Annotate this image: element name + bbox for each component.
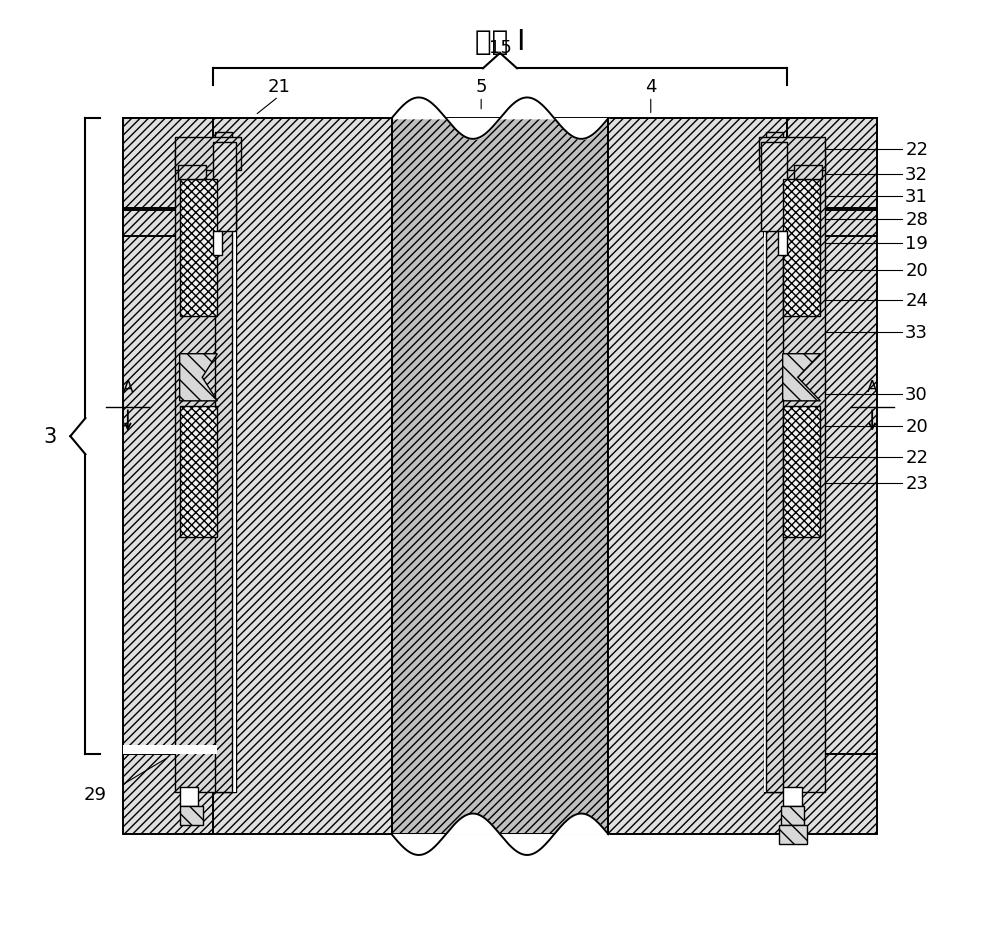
Text: 32: 32	[905, 165, 928, 183]
Bar	[781, 806, 804, 825]
Text: 20: 20	[905, 418, 928, 436]
Bar	[787, 754, 877, 834]
Bar	[764, 152, 783, 792]
Text: 3: 3	[43, 427, 56, 447]
Bar	[761, 143, 787, 232]
Text: A: A	[867, 379, 877, 395]
Bar	[180, 787, 198, 806]
Bar	[123, 119, 213, 209]
Bar	[794, 166, 822, 180]
Text: 4: 4	[645, 77, 657, 95]
Bar	[783, 180, 820, 316]
Bar	[783, 787, 802, 806]
Text: 21: 21	[267, 77, 290, 95]
Bar	[175, 152, 236, 792]
Bar	[787, 119, 877, 754]
Bar	[213, 143, 236, 232]
Bar	[608, 119, 787, 834]
Bar	[783, 406, 820, 538]
Bar	[213, 237, 224, 754]
Bar	[180, 180, 217, 316]
Text: 22: 22	[905, 449, 928, 467]
Polygon shape	[180, 354, 217, 401]
Bar	[764, 211, 877, 237]
Bar	[178, 166, 206, 180]
Bar	[180, 806, 203, 825]
Text: 19: 19	[905, 235, 928, 253]
Polygon shape	[783, 354, 820, 401]
Bar	[213, 119, 392, 834]
Text: 22: 22	[905, 141, 928, 160]
Bar	[764, 152, 825, 792]
Bar	[766, 133, 783, 792]
Text: 5: 5	[475, 77, 487, 95]
Text: A: A	[123, 379, 133, 395]
Text: 30: 30	[905, 386, 928, 404]
Bar	[392, 119, 608, 834]
Text: 33: 33	[905, 324, 928, 342]
Bar	[180, 406, 217, 538]
Text: 24: 24	[905, 292, 928, 310]
Text: 15: 15	[489, 40, 511, 58]
Bar	[175, 138, 241, 171]
Bar	[787, 119, 877, 209]
Bar	[123, 119, 213, 754]
Text: 20: 20	[905, 261, 928, 279]
Bar	[779, 825, 807, 844]
Bar	[123, 745, 217, 754]
Text: 组件 I: 组件 I	[475, 27, 525, 56]
Bar	[759, 138, 825, 171]
Text: 28: 28	[905, 211, 928, 228]
Text: 23: 23	[905, 474, 928, 492]
Bar	[215, 133, 232, 792]
Bar	[123, 211, 236, 237]
Text: 29: 29	[83, 784, 106, 803]
Bar	[778, 232, 787, 256]
Bar	[213, 232, 222, 256]
Bar	[217, 152, 236, 792]
Text: 31: 31	[905, 188, 928, 206]
Bar	[123, 754, 213, 834]
